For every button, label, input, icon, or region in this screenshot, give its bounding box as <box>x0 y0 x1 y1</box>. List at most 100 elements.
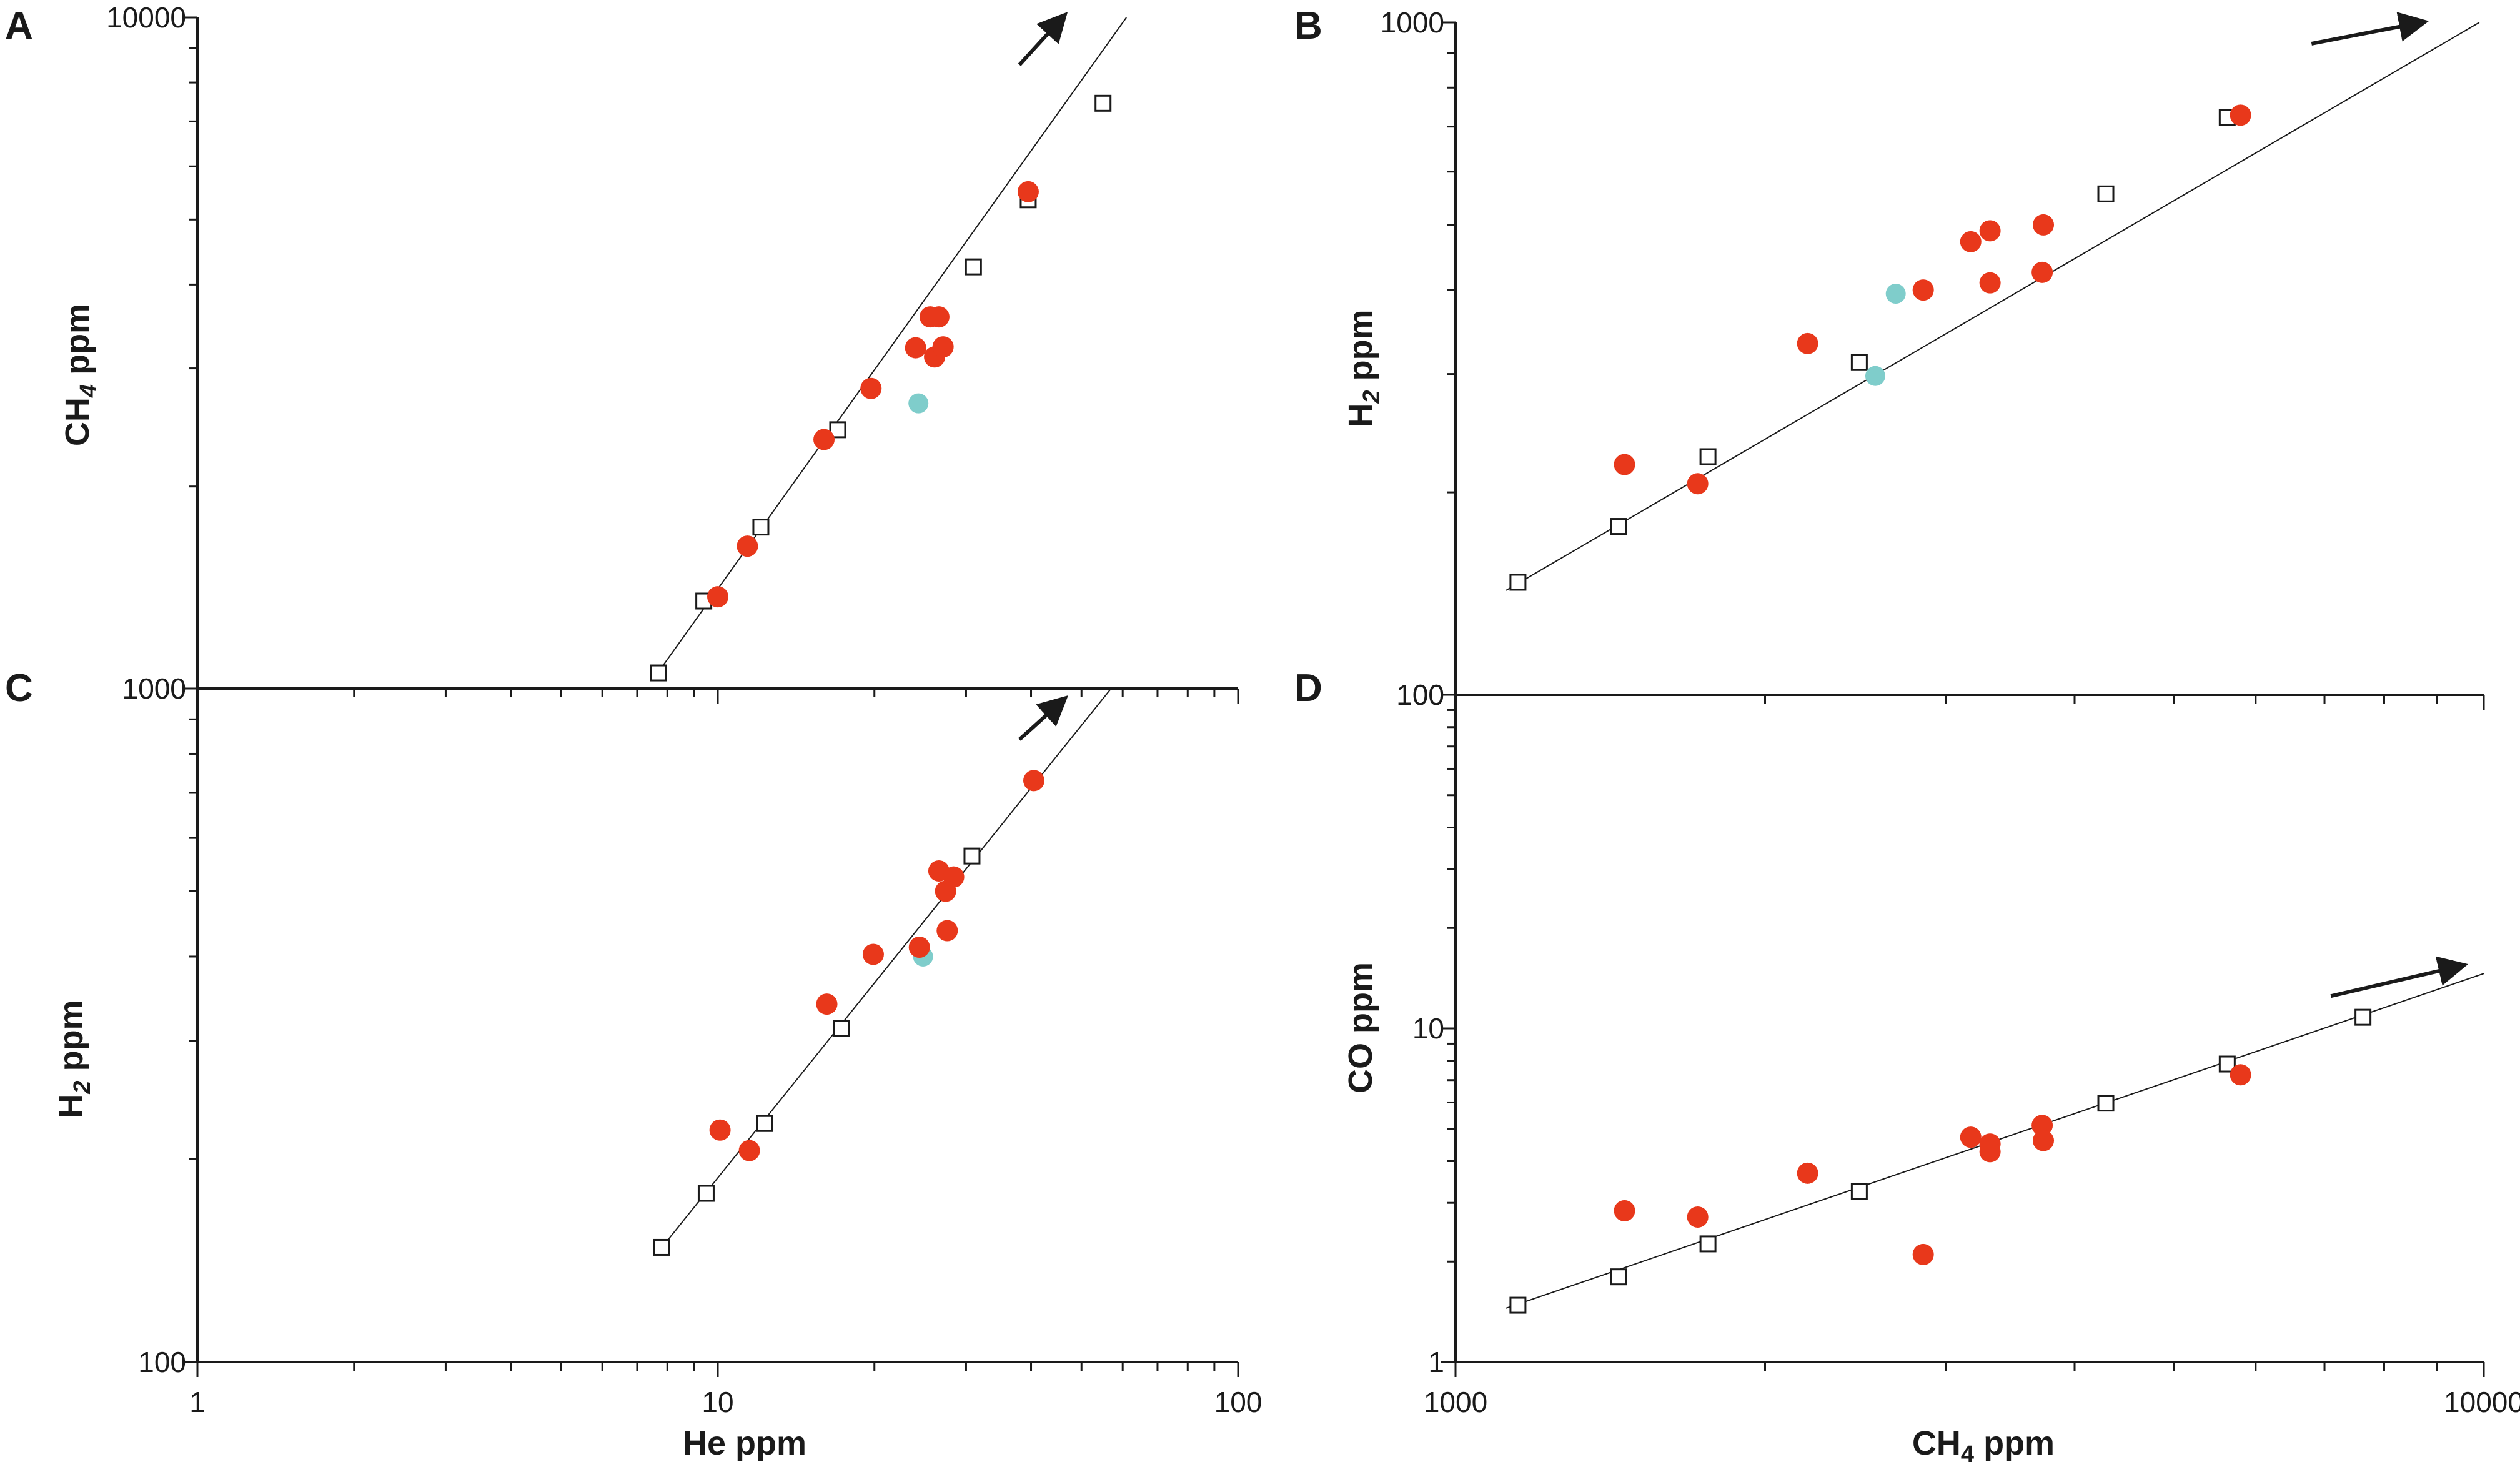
panel-c-ylabel-main: H <box>52 1094 90 1118</box>
panel-c-letter: C <box>5 667 33 710</box>
panel-a-model-point <box>650 664 667 682</box>
panel-b-model-point <box>2097 185 2115 202</box>
panel-d-model-point <box>2354 1008 2372 1026</box>
panel-a-model-point <box>752 519 770 536</box>
panel-c-sample-point <box>908 937 930 958</box>
panel-d-xlabel-rest: ppm <box>1974 1425 2055 1462</box>
panel-b-model-point <box>1610 518 1627 535</box>
panel-b-sample-point <box>1614 454 1635 475</box>
panel-b-sample-point <box>1687 473 1709 495</box>
panel-b-model-point <box>1850 354 1868 371</box>
panel-a-plot: 10000 1000 <box>106 1 1239 705</box>
panel-b-sample-point <box>1960 231 1982 252</box>
panel-a-y-tick-label: 1000 <box>122 672 186 705</box>
panel-a-ylabel-rest: ppm <box>59 304 96 384</box>
panel-c-trend-arrow <box>1018 695 1068 741</box>
panel-c-x-axis-title: He ppm <box>683 1425 806 1462</box>
panel-b-trend-arrow <box>2311 12 2429 46</box>
panel-c-ylabel-rest: ppm <box>52 1000 90 1080</box>
panel-d-xlabel-sub: 4 <box>1961 1441 1974 1468</box>
panel-c-sample-point <box>936 920 958 942</box>
panel-c-sample-point <box>738 1140 760 1161</box>
panel-b-sample-point <box>1912 279 1934 301</box>
panel-b-ylabel-sub: 2 <box>1359 390 1385 404</box>
panel-b-letter: B <box>1294 4 1322 47</box>
panel-b-fit-line <box>1506 22 2480 591</box>
panel-c-model-point <box>833 1020 850 1037</box>
panel-b-reference-point <box>1865 366 1885 386</box>
panel-b-y-tick-label: 100 <box>1396 679 1444 711</box>
panel-d-y-tick-label: 1 <box>1428 1346 1444 1378</box>
panel-a-model-point <box>965 258 982 276</box>
panel-a-sample-point <box>737 535 758 557</box>
panel-a-sample-point <box>813 429 835 450</box>
panel-b-sample-point <box>1979 272 2001 294</box>
panel-a-sample-point <box>1017 181 1039 202</box>
panel-a-sample-point <box>905 337 926 359</box>
panel-b-ylabel-main: H <box>1342 404 1379 428</box>
panel-d-y-tick-label: 10 <box>1412 1012 1444 1045</box>
panel-c: C H2 ppm He ppm <box>5 667 806 1462</box>
panel-d-y-tick-label: 100 <box>1396 679 1444 711</box>
panel-d-model-point <box>1850 1183 1868 1200</box>
panel-c-model-point <box>963 847 981 865</box>
panel-c-y-axis-title: H2 ppm <box>52 1000 96 1118</box>
panel-a-reference-point <box>908 393 929 414</box>
panel-b: B H2 ppm <box>1294 4 1385 428</box>
panel-d-ylabel-main: CO ppm <box>1342 962 1379 1093</box>
panel-c-y-tick-label: 100 <box>138 1346 186 1378</box>
panel-d-trend-arrow <box>2330 956 2469 998</box>
panel-c-x-tick-label: 1 <box>189 1386 206 1418</box>
panel-b-plot: 1000 100 <box>1381 6 2485 711</box>
panel-a-letter: A <box>5 4 33 47</box>
panel-d-model-point <box>1509 1296 1527 1314</box>
panel-d-letter: D <box>1294 667 1322 710</box>
panel-c-ylabel-sub: 2 <box>69 1080 96 1094</box>
panel-b-model-point <box>1699 448 1717 465</box>
panel-b-y-tick-label: 1000 <box>1381 6 1444 39</box>
panel-b-sample-point <box>2033 214 2055 236</box>
panel-d-sample-point <box>1614 1200 1635 1221</box>
panel-c-x-tick-label: 10 <box>702 1386 733 1418</box>
panel-a-ylabel-main: CH <box>59 397 96 446</box>
panel-a-y-axis-title: CH4 ppm <box>59 304 102 446</box>
panel-b-sample-point <box>2031 261 2053 283</box>
panel-c-fit-line <box>658 688 1112 1252</box>
panel-a-sample-point <box>932 336 954 358</box>
panel-d-xlabel-main: CH <box>1912 1425 1961 1462</box>
panel-c-model-point <box>756 1115 773 1132</box>
panel-a-ylabel-sub: 4 <box>76 384 102 398</box>
panel-d-model-point <box>1610 1268 1627 1286</box>
panel-d-x-tick-label: 1000 <box>1424 1386 1487 1418</box>
panel-c-sample-point <box>709 1119 731 1141</box>
panel-b-model-point <box>1509 574 1527 591</box>
panel-d-y-axis-title: CO ppm <box>1342 962 1379 1093</box>
panel-d-model-point <box>2097 1095 2115 1112</box>
panel-b-sample-point <box>2230 104 2251 126</box>
panel-d-x-tick-label: 10000 <box>2444 1386 2520 1418</box>
panel-c-x-tick-label: 100 <box>1214 1386 1262 1418</box>
panel-d-sample-point <box>2230 1064 2251 1086</box>
panel-c-sample-point <box>1023 770 1045 792</box>
panel-a-sample-point <box>707 586 728 608</box>
panel-d-plot: 100 10 1 1000 10000 <box>1396 679 2520 1418</box>
panel-c-sample-point <box>862 943 884 965</box>
panel-a-model-point <box>1094 94 1112 112</box>
panel-c-sample-point <box>816 993 838 1015</box>
panel-d-sample-point <box>1960 1126 1982 1148</box>
panel-a-fit-line <box>655 17 1127 677</box>
panel-c-sample-point <box>943 866 965 888</box>
panel-a-sample-point <box>860 377 882 399</box>
panel-b-y-axis-title: H2 ppm <box>1342 309 1385 427</box>
panel-c-model-point <box>653 1238 670 1256</box>
panel-b-sample-point <box>1797 332 1818 354</box>
panel-c-y-tick-label: 1000 <box>122 672 186 705</box>
panel-a-sample-point <box>928 306 950 328</box>
panel-a-y-tick-label: 10000 <box>106 1 186 34</box>
panel-d-x-axis-title: CH4 ppm <box>1912 1425 2055 1468</box>
panel-d-sample-point <box>1687 1206 1709 1228</box>
panel-d-sample-point <box>1912 1243 1934 1265</box>
panel-c-model-point <box>697 1185 715 1202</box>
